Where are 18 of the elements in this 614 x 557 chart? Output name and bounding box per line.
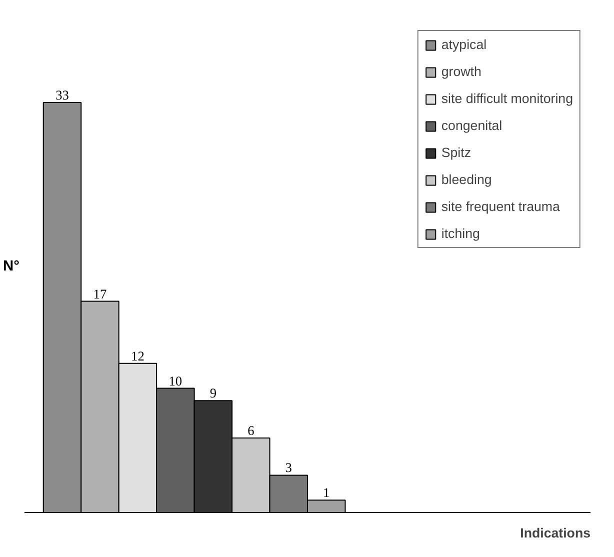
data-label: 10 [168,373,182,388]
legend-label: bleeding [441,172,493,187]
data-label: 3 [285,460,292,476]
legend-label: site difficult monitoring [441,91,573,106]
legend-label: Spitz [441,145,472,160]
data-label: 12 [131,348,144,364]
legend-label: site frequent trauma [441,199,560,214]
text: Indications [520,526,591,540]
data-label: 1 [323,485,330,500]
data-label: 6 [248,422,255,438]
legend-label: itching [441,226,481,241]
legend-label: congenital [441,118,502,133]
data-label: 33 [56,88,70,102]
legend-label: growth [441,64,482,79]
data-label: 9 [210,386,217,401]
legend-label: atypical [441,37,488,52]
data-label: 17 [93,286,107,302]
y-axis-title: N° [3,258,20,274]
